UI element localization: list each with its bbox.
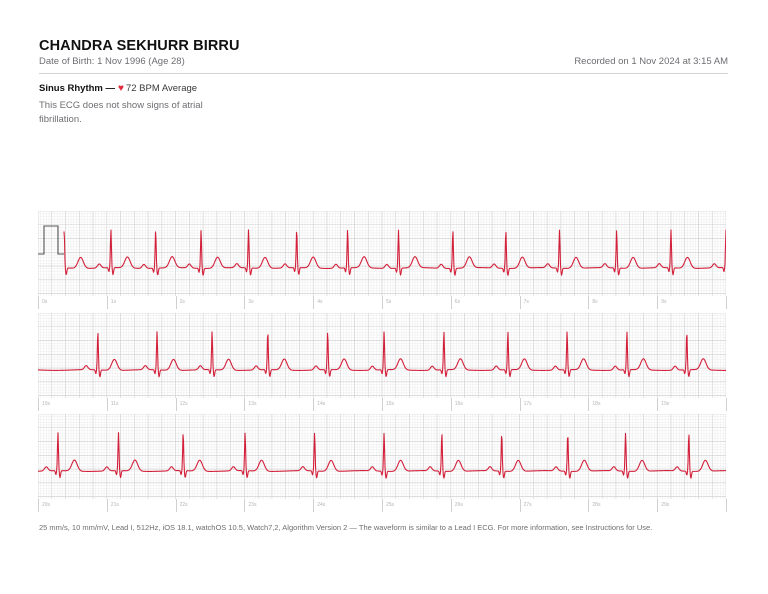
time-tick-label: 9s <box>657 296 666 309</box>
time-tick-label: 11s <box>106 398 119 411</box>
time-tick-label: 14s <box>313 398 325 411</box>
ecg-grid <box>38 414 726 499</box>
ecg-trace <box>63 229 726 276</box>
ecg-strip-3: 20s 21s 22s 23s 24s 25s 26s 27s 28s 29s <box>38 414 727 513</box>
time-tick-label: 2s <box>175 296 185 309</box>
time-tick-label: 3s <box>244 296 254 309</box>
patient-name: CHANDRA SEKHURR BIRRU <box>39 38 240 54</box>
ecg-strip-2: 10s 11s 12s 13s 14s 15s 16s 17s 18s 19s <box>38 313 727 412</box>
bpm-average: 72 BPM Average <box>125 83 198 94</box>
recorded-timestamp: Recorded on 1 Nov 2024 at 3:15 AM <box>574 56 728 67</box>
date-of-birth: Date of Birth: 1 Nov 1996 (Age 28) <box>39 56 185 67</box>
rhythm-label: Sinus Rhythm — <box>39 83 116 94</box>
time-tick-label: 22s <box>175 499 188 512</box>
footer-metadata: 25 mm/s, 10 mm/mV, Lead I, 512Hz, iOS 18… <box>39 523 653 532</box>
time-tick-label: 19s <box>657 398 669 411</box>
time-tick-label: 1s <box>106 296 116 309</box>
time-tick-label: 4s <box>313 296 322 309</box>
afib-description: This ECG does not show signs of atrial f… <box>39 100 203 125</box>
time-tick-label: 0s <box>38 296 47 309</box>
time-tick-label: 8s <box>588 296 598 309</box>
time-tick-end <box>726 398 730 411</box>
time-tick-label: 24s <box>313 499 325 512</box>
rhythm-classification: Sinus Rhythm — ♥ 72 BPM Average <box>39 83 197 94</box>
time-axis: 0s 1s 2s 3s 4s 5s 6s 7s 8s 9s <box>38 296 727 310</box>
ecg-grid <box>38 211 726 296</box>
time-tick-label: 20s <box>38 499 50 512</box>
time-tick-label: 29s <box>657 499 669 512</box>
time-tick-label: 6s <box>450 296 460 309</box>
time-tick-label: 27s <box>519 499 532 512</box>
calibration-pulse <box>38 225 64 255</box>
ecg-trace <box>38 331 726 378</box>
ecg-strip-1: 0s 1s 2s 3s 4s 5s 6s 7s 8s 9s <box>38 211 727 310</box>
time-tick-label: 21s <box>106 499 119 512</box>
time-tick-end <box>726 499 730 512</box>
time-tick-label: 7s <box>519 296 529 309</box>
time-tick-label: 5s <box>382 296 391 309</box>
heart-icon: ♥ <box>118 82 124 94</box>
ecg-grid <box>38 313 726 398</box>
time-tick-label: 26s <box>450 499 463 512</box>
ecg-trace <box>38 432 726 479</box>
time-axis: 20s 21s 22s 23s 24s 25s 26s 27s 28s 29s <box>38 499 727 513</box>
time-tick-end <box>726 296 730 309</box>
time-tick-label: 25s <box>382 499 394 512</box>
time-tick-label: 16s <box>450 398 463 411</box>
time-tick-label: 13s <box>244 398 256 411</box>
time-tick-label: 17s <box>519 398 532 411</box>
time-tick-label: 18s <box>588 398 600 411</box>
time-tick-label: 10s <box>38 398 50 411</box>
time-tick-label: 12s <box>175 398 188 411</box>
time-axis: 10s 11s 12s 13s 14s 15s 16s 17s 18s 19s <box>38 398 727 412</box>
time-tick-label: 28s <box>588 499 600 512</box>
time-tick-label: 23s <box>244 499 256 512</box>
header-divider <box>39 73 728 74</box>
time-tick-label: 15s <box>382 398 394 411</box>
